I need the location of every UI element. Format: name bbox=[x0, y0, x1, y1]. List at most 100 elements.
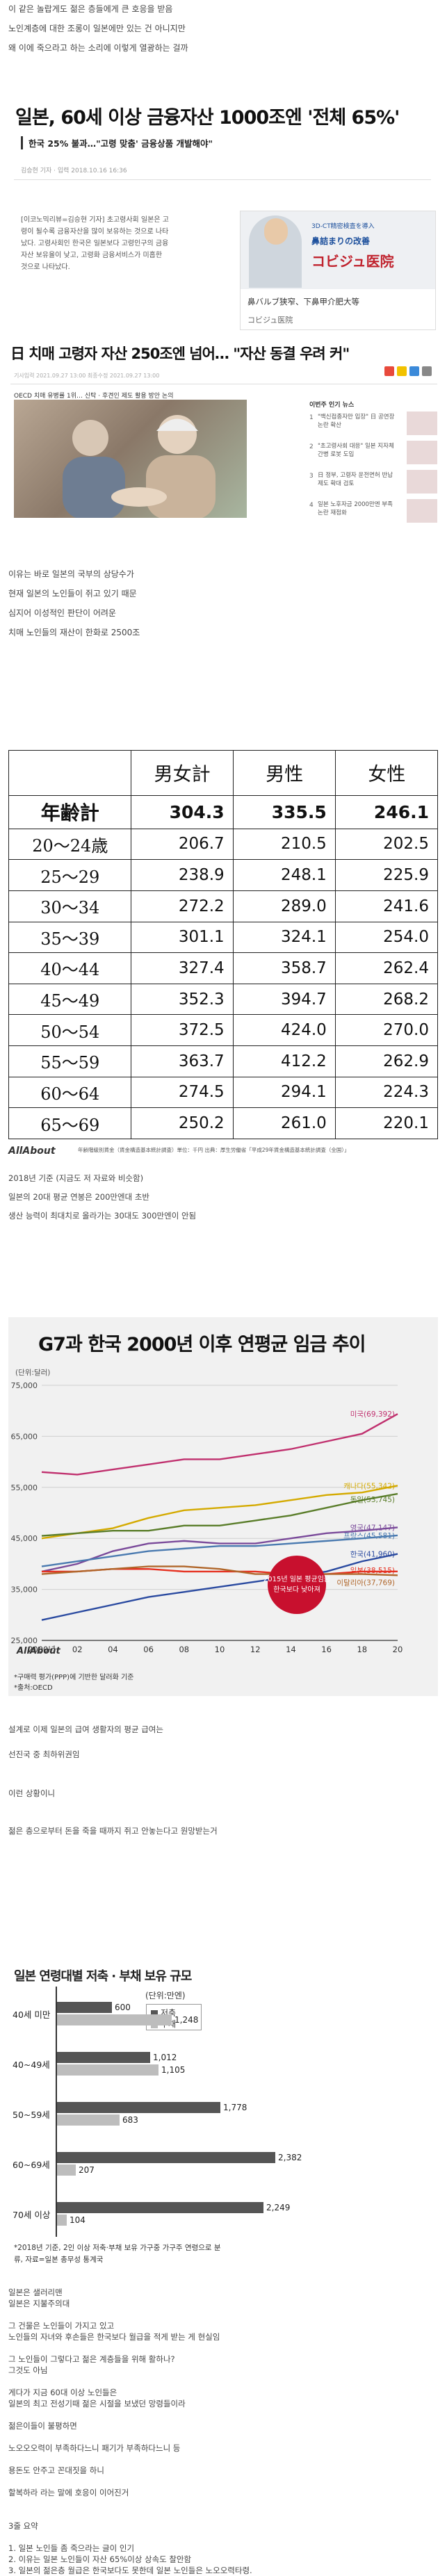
doctor-figure bbox=[249, 215, 302, 288]
age-cell: 45～49 bbox=[8, 983, 131, 1016]
popular-news-item[interactable]: 3 日 정부, 고령자 운전면허 반납 제도 확대 검토 bbox=[309, 470, 438, 496]
share-icon[interactable] bbox=[422, 366, 432, 376]
series-label: 한국(41,960) bbox=[350, 1551, 395, 1559]
bar-value-label: 2,382 bbox=[278, 2153, 302, 2162]
body-line: 선진국 중 최하위권임 bbox=[8, 1750, 80, 1759]
article1-title: 일본, 60세 이상 금융자산 1000조엔 '전체 65%' bbox=[15, 107, 400, 129]
chart-note-line: *출처:OECD bbox=[14, 1684, 53, 1692]
salary-cell: 424.0 bbox=[232, 1014, 336, 1047]
bar-value-label: 1,105 bbox=[161, 2065, 186, 2075]
series-label: 프랑스(45,581) bbox=[343, 1532, 395, 1540]
article2-title: 日 치매 고령자 자산 250조엔 넘어… "자산 동결 우려 커" bbox=[10, 345, 350, 362]
body-line: 일본의 20대 평균 연봉은 200만엔대 초반 bbox=[8, 1192, 149, 1202]
salary-cell: 246.1 bbox=[334, 794, 439, 829]
bar-value-label: 1,778 bbox=[223, 2103, 247, 2112]
salary-cell: 294.1 bbox=[232, 1076, 336, 1109]
news-thumbnail bbox=[407, 499, 437, 523]
body-line: 생산 능력이 최대치로 올라가는 30대도 300만엔이 안됨 bbox=[8, 1211, 197, 1221]
ad-line2: コビジュ医院 bbox=[311, 253, 394, 270]
body-line: 일본은 샐러리맨 bbox=[8, 2288, 63, 2297]
popular-news-item[interactable]: 2 "초고령사회 대응" 일본 지자체 간병 로봇 도입 bbox=[309, 441, 438, 467]
age-cell: 25～29 bbox=[8, 859, 131, 891]
body-line: 2. 이유는 일본 노인들이 자산 65%이상 상속도 찰안함 bbox=[8, 2554, 192, 2564]
news-rank: 4 bbox=[309, 502, 314, 509]
x-tick-label: 12 bbox=[250, 1645, 261, 1654]
salary-cell: 289.0 bbox=[232, 890, 336, 922]
bar-value-label: 104 bbox=[70, 2215, 86, 2225]
bar-savings bbox=[57, 2102, 220, 2113]
ad-top-panel: 3D-CT精密検査を導入 鼻詰まりの改善 コビジュ医院 bbox=[241, 211, 435, 289]
series-line-영국 bbox=[41, 1526, 398, 1573]
series-line-캐나다 bbox=[41, 1485, 398, 1540]
bar-debt bbox=[57, 2114, 120, 2126]
body-line: 용돈도 안주고 꼰대짓을 하니 bbox=[8, 2465, 104, 2475]
body-line: 그 건물은 노인들이 가지고 있고 bbox=[8, 2321, 115, 2331]
popular-news-item[interactable]: 1 "백신접종자만 입장" 日 공연장 논란 확산 bbox=[309, 411, 438, 438]
share-icon[interactable] bbox=[397, 366, 407, 376]
x-tick-label: 16 bbox=[321, 1645, 332, 1654]
x-tick-label: 10 bbox=[215, 1645, 225, 1654]
ad-banner[interactable]: 3D-CT精密検査を導入 鼻詰まりの改善 コビジュ医院 鼻バルブ狭窄、下鼻甲介肥… bbox=[240, 211, 436, 330]
body-line: 치매 노인들의 재산이 한화로 2500조 bbox=[8, 628, 140, 637]
share-icon[interactable] bbox=[384, 366, 394, 376]
share-icon[interactable] bbox=[409, 366, 419, 376]
bar-value-label: 207 bbox=[79, 2165, 95, 2175]
x-tick-label: 02 bbox=[72, 1645, 83, 1654]
series-label: 영국(47,147) bbox=[350, 1524, 395, 1532]
table-row: 30～34 272.2 289.0 241.6 bbox=[8, 890, 439, 922]
salary-cell: 225.9 bbox=[334, 859, 439, 891]
article2-meta: 기사입력 2021.09.27 13:00 최종수정 2021.09.27 13… bbox=[14, 373, 160, 379]
salary-cell: 363.7 bbox=[130, 1045, 234, 1077]
bar-value-label: 683 bbox=[122, 2115, 138, 2125]
body-line: 일본은 지불주의대 bbox=[8, 2299, 70, 2308]
table-source: 年齢階級別賃金（賃金構造基本統計調査）単位：千円 出典：厚生労働省「平成29年賃… bbox=[78, 1147, 350, 1153]
salary-cell: 270.0 bbox=[334, 1014, 439, 1047]
salary-cell: 412.2 bbox=[232, 1045, 336, 1077]
chart-notes: *구매력 평가(PPP)에 기반한 달러화 기준 *출처:OECD bbox=[14, 1672, 133, 1693]
salary-cell: 210.5 bbox=[232, 828, 336, 861]
salary-cell: 220.1 bbox=[334, 1107, 439, 1139]
y-tick-label: 25,000 bbox=[11, 1636, 38, 1645]
body-line: 그것도 아님 bbox=[8, 2365, 48, 2375]
table-header-cell: 男女計 bbox=[130, 750, 234, 796]
ad-bottom-text: コビジュ医院 bbox=[247, 316, 293, 325]
age-cell: 65～69 bbox=[8, 1107, 131, 1139]
allabout-logo: AllAbout bbox=[8, 1146, 56, 1157]
annotation-text: 2015년 일본 평균임금 bbox=[263, 1574, 330, 1583]
series-label: 일본(38,515) bbox=[350, 1566, 395, 1575]
salary-cell: 261.0 bbox=[232, 1107, 336, 1139]
table-row: 55～59 363.7 412.2 262.9 bbox=[8, 1045, 439, 1077]
table-row: 65～69 250.2 261.0 220.1 bbox=[8, 1107, 439, 1139]
table-header-cell bbox=[8, 750, 131, 796]
news-thumbnail bbox=[407, 470, 437, 494]
series-label: 독일(53,745) bbox=[350, 1495, 395, 1504]
series-line-이탈리아 bbox=[41, 1565, 398, 1576]
series-line-한국 bbox=[41, 1553, 398, 1621]
series-line-미국 bbox=[41, 1413, 398, 1476]
chart-title: G7과 한국 2000년 이후 연평균 임금 추이 bbox=[38, 1334, 366, 1355]
salary-cell: 352.3 bbox=[130, 983, 234, 1016]
news-rank: 3 bbox=[309, 473, 314, 480]
salary-cell: 250.2 bbox=[130, 1107, 234, 1139]
article1-body-line: [이코노믹리뷰=김승현 기자] 초고령사회 일본은 고 bbox=[21, 216, 169, 224]
age-cell: 30～34 bbox=[8, 890, 131, 922]
body-line: 그 노인들이 그렇다고 젊은 계층들을 위해 활하나? bbox=[8, 2354, 175, 2364]
ad-small-text: 3D-CT精密検査を導入 bbox=[311, 223, 375, 230]
x-tick-label: 20 bbox=[393, 1645, 403, 1654]
bar-value-label: 1,248 bbox=[174, 2015, 199, 2025]
body-line: 노인들의 자녀와 후손들은 한국보다 월급을 적게 받는 게 현실임 bbox=[8, 2332, 220, 2342]
salary-cell: 224.3 bbox=[334, 1076, 439, 1109]
popular-news-title: 이번주 인기 뉴스 bbox=[309, 402, 355, 409]
bar-chart-note: *2018년 기준, 2인 이상 저축·부채 보유 가구중 가구주 연령으로 분… bbox=[14, 2244, 221, 2264]
bar-chart-axis bbox=[56, 1987, 57, 2237]
bar-debt bbox=[57, 2215, 67, 2226]
bar-category-label: 70세 이상 bbox=[13, 2210, 51, 2220]
bar-savings bbox=[57, 2202, 263, 2213]
series-label: 이탈리아(37,769) bbox=[336, 1578, 395, 1587]
age-cell: 40～44 bbox=[8, 952, 131, 984]
popular-news-item[interactable]: 4 일본 노후자금 2000만엔 부족 논란 재점화 bbox=[309, 499, 438, 525]
bar-savings bbox=[57, 2152, 275, 2163]
news-rank: 1 bbox=[309, 414, 314, 421]
x-tick-label: 08 bbox=[179, 1645, 189, 1654]
bar-debt bbox=[57, 2064, 159, 2076]
